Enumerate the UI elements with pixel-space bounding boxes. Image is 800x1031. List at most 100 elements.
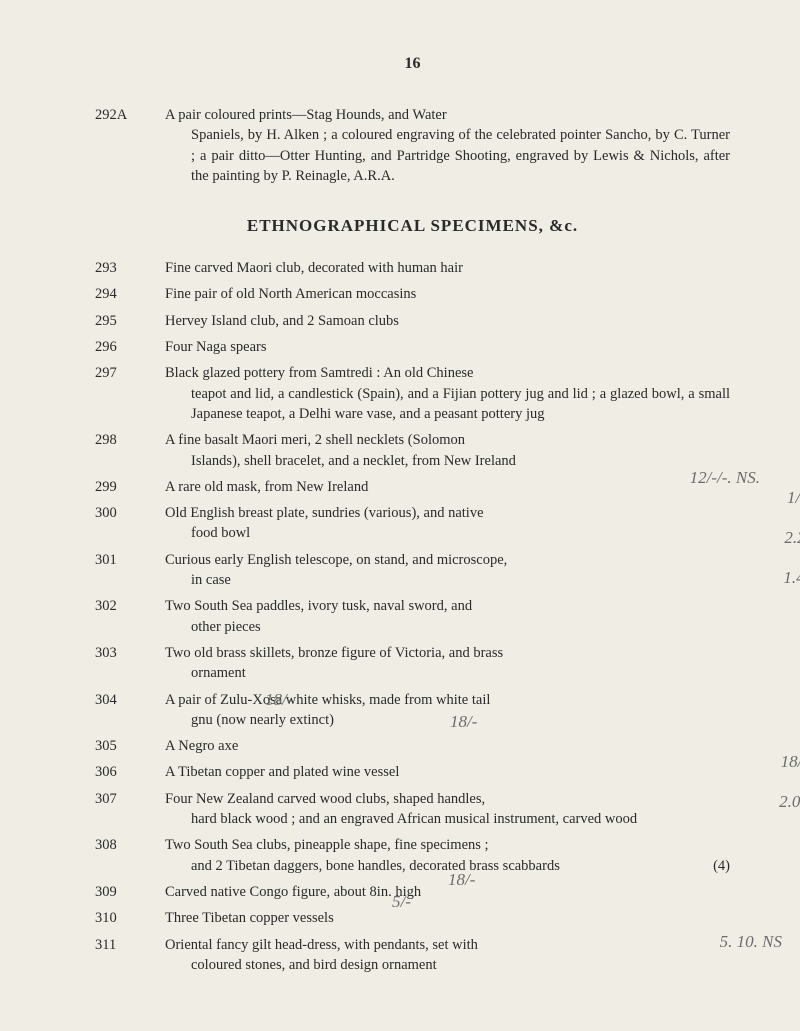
lot-description: Hervey Island club, and 2 Samoan clubs [165,311,730,331]
catalogue-entry: 292A A pair coloured prints—Stag Hounds,… [95,105,730,186]
lot-number: 293 [95,258,165,278]
handwritten-annotation: 18/- [781,752,800,772]
lot-number: 306 [95,762,165,782]
desc-continuation: in case [165,570,730,590]
lot-number: 305 [95,736,165,756]
catalogue-entry: 309Carved native Congo figure, about 8in… [95,882,730,902]
catalogue-entry: 310Three Tibetan copper vessels [95,908,730,928]
desc-first-line: Fine pair of old North American moccasin… [165,286,416,302]
section-heading: ETHNOGRAPHICAL SPECIMENS, &c. [95,216,730,236]
lot-number: 292A [95,105,165,186]
catalogue-entry: 305A Negro axe [95,736,730,756]
lot-description: Fine carved Maori club, decorated with h… [165,258,730,278]
handwritten-annotation: 2.2/- [784,528,800,548]
lot-description: A pair of Zulu-Xosa white whisks, made f… [165,690,730,731]
desc-first-line: A fine basalt Maori meri, 2 shell neckle… [165,432,465,448]
lot-description: Two old brass skillets, bronze figure of… [165,643,730,684]
lot-number: 297 [95,363,165,424]
desc-first-line: A pair coloured prints—Stag Hounds, and … [165,107,447,123]
lot-description: Fine pair of old North American moccasin… [165,284,730,304]
catalogue-entry: 293Fine carved Maori club, decorated wit… [95,258,730,278]
desc-continuation: teapot and lid, a candlestick (Spain), a… [165,384,730,425]
catalogue-entry: 311Oriental fancy gilt head-dress, with … [95,935,730,976]
page-number: 16 [95,55,730,73]
lot-number: 311 [95,935,165,976]
desc-continuation: gnu (now nearly extinct) [165,710,730,730]
lot-description: A rare old mask, from New Ireland [165,477,730,497]
desc-continuation: Spaniels, by H. Alken ; a coloured engra… [165,125,730,186]
catalogue-entry: 304A pair of Zulu-Xosa white whisks, mad… [95,690,730,731]
desc-first-line: Four New Zealand carved wood clubs, shap… [165,791,485,807]
lot-number: 309 [95,882,165,902]
desc-continuation: other pieces [165,617,730,637]
desc-first-line: Old English breast plate, sundries (vari… [165,505,484,521]
lot-number: 295 [95,311,165,331]
catalogue-entry: 307Four New Zealand carved wood clubs, s… [95,789,730,830]
lot-description: Oriental fancy gilt head-dress, with pen… [165,935,730,976]
lot-number: 296 [95,337,165,357]
desc-first-line: A pair of Zulu-Xosa white whisks, made f… [165,692,490,708]
catalogue-entry: 306A Tibetan copper and plated wine vess… [95,762,730,782]
catalogue-entry: 300Old English breast plate, sundries (v… [95,503,730,544]
catalogue-entry: 303Two old brass skillets, bronze figure… [95,643,730,684]
lot-description: Four New Zealand carved wood clubs, shap… [165,789,730,830]
handwritten-annotation: 18/- [448,870,475,890]
desc-first-line: A rare old mask, from New Ireland [165,479,368,495]
catalogue-entry: 295Hervey Island club, and 2 Samoan club… [95,311,730,331]
desc-first-line: Two old brass skillets, bronze figure of… [165,645,503,661]
catalogue-entry: 301Curious early English telescope, on s… [95,550,730,591]
lot-description: Curious early English telescope, on stan… [165,550,730,591]
lot-description: A Tibetan copper and plated wine vessel [165,762,730,782]
desc-continuation: food bowl [165,523,730,543]
document-page: 16 292A A pair coloured prints—Stag Houn… [0,0,800,1031]
desc-continuation: coloured stones, and bird design ornamen… [165,955,730,975]
handwritten-annotation: 18/- [450,712,477,732]
handwritten-annotation: 1.4/- [783,568,800,588]
lot-number: 299 [95,477,165,497]
desc-first-line: Black glazed pottery from Samtredi : An … [165,365,473,381]
lot-number: 302 [95,596,165,637]
lot-number: 303 [95,643,165,684]
lot-number: 298 [95,430,165,471]
desc-first-line: Two South Sea clubs, pineapple shape, fi… [165,837,489,853]
lot-description: Old English breast plate, sundries (vari… [165,503,730,544]
catalogue-entry: 298A fine basalt Maori meri, 2 shell nec… [95,430,730,471]
desc-first-line: Carved native Congo figure, about 8in. h… [165,884,421,900]
lot-number: 310 [95,908,165,928]
catalogue-entry: 294Fine pair of old North American mocca… [95,284,730,304]
quantity: (4) [713,856,730,876]
lot-number: 294 [95,284,165,304]
lot-description: Four Naga spears [165,337,730,357]
catalogue-entry: 302Two South Sea paddles, ivory tusk, na… [95,596,730,637]
lot-number: 307 [95,789,165,830]
lot-description: A fine basalt Maori meri, 2 shell neckle… [165,430,730,471]
lot-description: A pair coloured prints—Stag Hounds, and … [165,105,730,186]
handwritten-annotation: 2.0/-. [779,792,800,812]
lot-description: Two South Sea paddles, ivory tusk, naval… [165,596,730,637]
catalogue-entry: 296Four Naga spears [95,337,730,357]
handwritten-annotation: 5/- [392,892,411,912]
handwritten-annotation: 12/-/-. NS. [690,468,760,488]
lot-description: Black glazed pottery from Samtredi : An … [165,363,730,424]
catalogue-entry: 297Black glazed pottery from Samtredi : … [95,363,730,424]
handwritten-annotation: 5. 10. NS [720,932,782,952]
handwritten-annotation: 1/0. [787,488,800,508]
desc-first-line: Oriental fancy gilt head-dress, with pen… [165,937,478,953]
desc-continuation: Islands), shell bracelet, and a necklet,… [165,451,730,471]
lot-number: 300 [95,503,165,544]
lot-number: 301 [95,550,165,591]
lot-number: 304 [95,690,165,731]
desc-first-line: Fine carved Maori club, decorated with h… [165,260,463,276]
entries-list: 293Fine carved Maori club, decorated wit… [95,258,730,975]
lot-description: Three Tibetan copper vessels [165,908,730,928]
catalogue-entry: 299A rare old mask, from New Ireland [95,477,730,497]
desc-first-line: Hervey Island club, and 2 Samoan clubs [165,313,399,329]
desc-first-line: Four Naga spears [165,339,266,355]
desc-first-line: A Negro axe [165,738,238,754]
handwritten-annotation: 18/- [265,690,292,710]
desc-continuation: ornament [165,663,730,683]
lot-description: A Negro axe [165,736,730,756]
lot-number: 308 [95,835,165,876]
desc-first-line: A Tibetan copper and plated wine vessel [165,764,399,780]
desc-continuation: hard black wood ; and an engraved Africa… [165,809,730,829]
